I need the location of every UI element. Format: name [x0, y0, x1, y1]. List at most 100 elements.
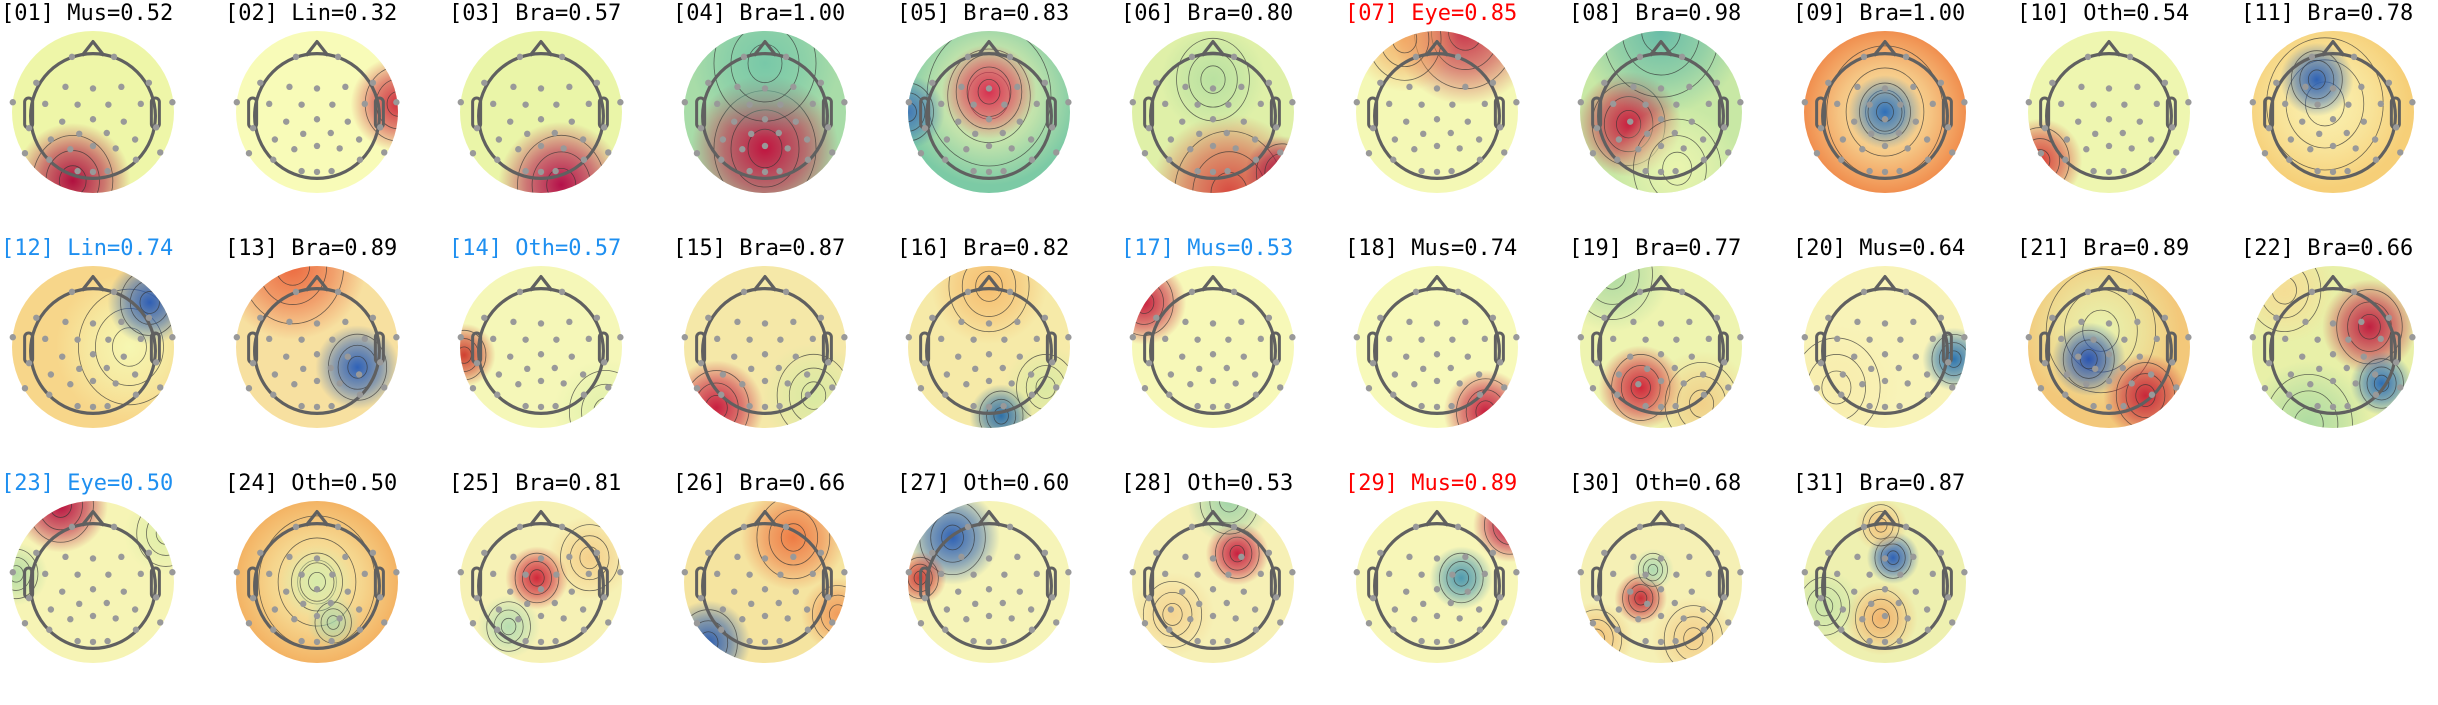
electrode-marker	[1209, 142, 1217, 150]
electrode-marker	[1657, 85, 1665, 92]
electrode-marker	[1737, 569, 1744, 576]
electrode-marker	[1353, 569, 1361, 576]
electrode-marker	[1162, 570, 1169, 578]
head-outline	[701, 287, 829, 415]
electrode-marker	[2063, 371, 2071, 378]
electrode-marker	[1225, 571, 1232, 578]
electrode-marker	[522, 336, 529, 343]
electrode-marker	[298, 637, 305, 645]
electrode-marker	[1166, 626, 1173, 633]
electrode-marker	[1860, 288, 1868, 296]
electrode-marker	[1033, 335, 1040, 343]
electrode-marker	[9, 569, 17, 576]
electrode-marker	[2329, 142, 2337, 150]
electrode-marker	[1902, 53, 1910, 61]
electrode-marker	[1182, 83, 1189, 91]
electrode-marker	[74, 571, 81, 578]
electrode-marker	[1642, 571, 1649, 578]
electrode-marker	[490, 335, 497, 343]
head-outline	[2269, 287, 2397, 415]
electrode-marker	[1671, 599, 1678, 607]
electrode-marker	[560, 145, 567, 152]
electrode-marker	[2249, 334, 2257, 341]
electrode-marker	[2343, 364, 2350, 372]
head-outline	[1821, 287, 1949, 415]
electrode-marker	[1008, 615, 1015, 622]
electrode-marker	[2372, 156, 2380, 163]
electrode-marker	[1868, 365, 1875, 373]
electrode-marker	[1194, 402, 1201, 410]
electrode-marker	[1456, 615, 1463, 622]
electrode-marker	[21, 385, 29, 392]
electrode-marker	[1403, 588, 1410, 595]
topomap	[1801, 501, 1968, 663]
electrode-marker	[782, 523, 790, 531]
electrode-marker	[2062, 156, 2069, 163]
electrode-marker	[1252, 156, 1260, 163]
electrode-marker	[2119, 364, 2126, 372]
electrode-marker	[943, 371, 951, 378]
electrode-marker	[1813, 620, 1821, 627]
electrode-marker	[1194, 167, 1201, 175]
electrode-marker	[1033, 100, 1040, 108]
electrode-marker	[1881, 586, 1889, 593]
head-outline	[1149, 522, 1277, 650]
electrode-marker	[393, 569, 400, 576]
electrode-marker	[145, 79, 153, 86]
electrode-marker	[1481, 100, 1488, 108]
electrode-marker	[1897, 336, 1904, 343]
electrode-marker	[67, 146, 74, 153]
electrode-marker	[537, 168, 545, 176]
component-title: [09] Bra=1.00	[1793, 1, 1966, 26]
electrode-marker	[1028, 626, 1036, 633]
electrode-marker	[2037, 150, 2045, 157]
electrode-marker	[551, 129, 558, 137]
electrode-marker	[1420, 130, 1427, 138]
electrode-marker	[376, 359, 384, 366]
electrode-marker	[761, 638, 769, 646]
electrode-marker	[2261, 150, 2269, 157]
electrode-marker	[74, 101, 81, 108]
electrode-marker	[105, 336, 112, 343]
electrode-marker	[537, 116, 545, 123]
electrode-marker	[328, 402, 335, 410]
electrode-marker	[1720, 594, 1728, 601]
electrode-marker	[2083, 146, 2090, 153]
electrode-marker	[1447, 599, 1454, 607]
electrode-marker	[776, 637, 783, 645]
electrode-marker	[1418, 402, 1425, 410]
topomap-grid: [01] Mus=0.52 [02] Lin=0.32 [03] Bra=0.57 […	[1, 1, 2416, 663]
electrode-marker	[1678, 523, 1686, 531]
electrode-marker	[2105, 351, 2113, 358]
electrode-marker	[746, 101, 753, 108]
electrode-marker	[1489, 314, 1497, 321]
head-outline	[1149, 287, 1277, 415]
electrode-marker	[233, 569, 241, 576]
head-outline	[477, 52, 605, 180]
electrode-marker	[809, 100, 816, 108]
head-outline	[29, 522, 157, 650]
electrode-marker	[342, 553, 349, 561]
head-outline	[253, 522, 381, 650]
electrode-marker	[1881, 555, 1889, 562]
electrode-marker	[62, 553, 69, 561]
electrode-marker	[313, 377, 321, 385]
electrode-marker	[271, 371, 279, 378]
topomap	[233, 501, 400, 663]
electrode-marker	[1881, 612, 1889, 620]
electrode-marker	[553, 571, 560, 578]
electrode-marker	[2090, 101, 2097, 108]
electrode-marker	[369, 314, 377, 321]
head-outline	[1597, 522, 1725, 650]
electrode-marker	[2185, 99, 2192, 106]
electrode-marker	[1657, 116, 1665, 123]
electrode-marker	[580, 626, 588, 633]
electrode-marker	[718, 391, 725, 398]
electrode-marker	[1353, 334, 1361, 341]
electrode-marker	[970, 637, 977, 645]
electrode-marker	[132, 626, 140, 633]
electrode-marker	[693, 150, 701, 157]
scalp-map	[684, 501, 846, 663]
electrode-marker	[2148, 156, 2156, 163]
electrode-marker	[943, 606, 951, 613]
